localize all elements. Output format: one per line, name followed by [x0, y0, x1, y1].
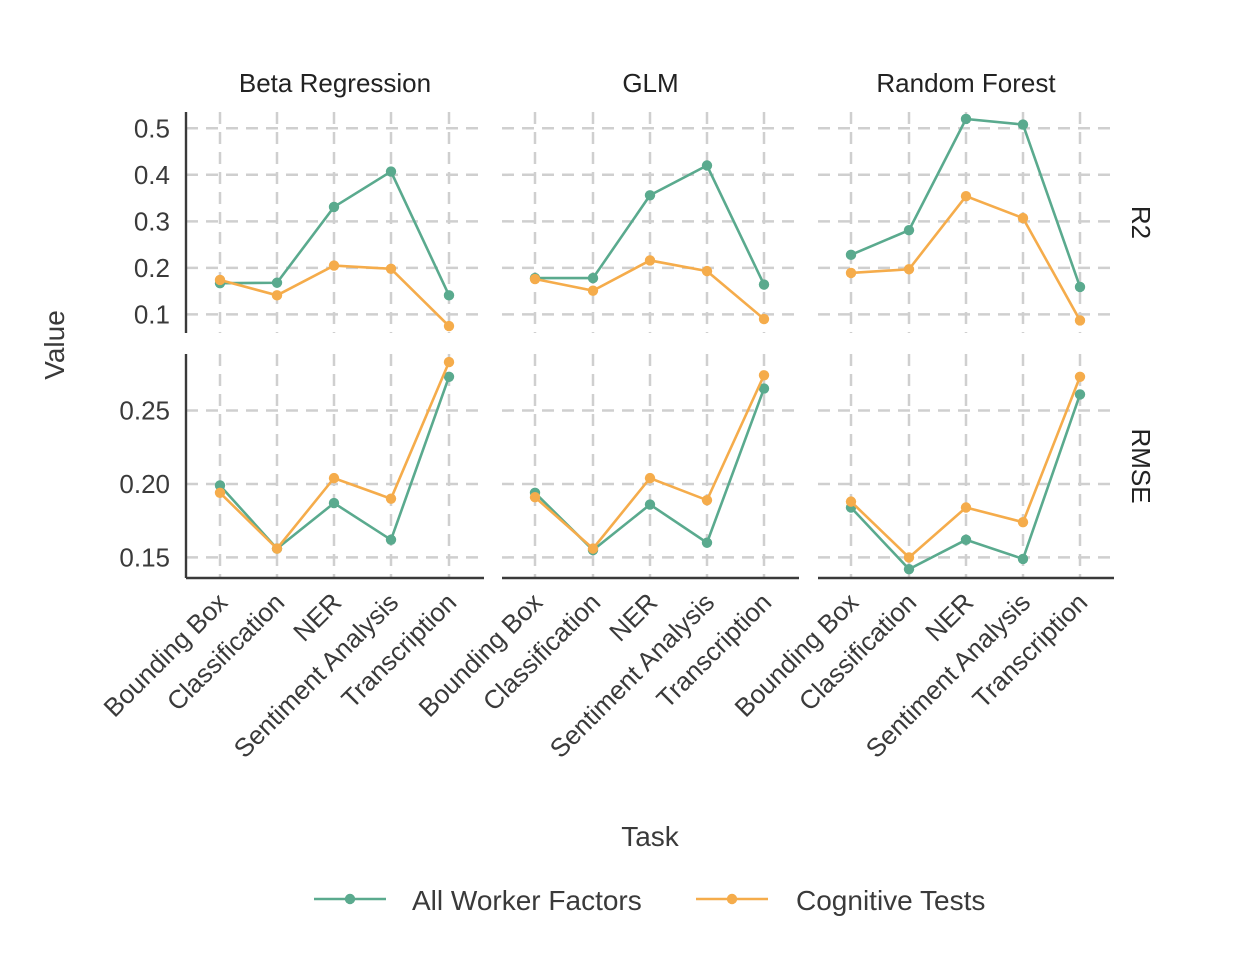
point-glm-rmse-all-worker-factors-sentiment-analysis [701, 537, 713, 548]
legend-label-cognitive-tests: Cognitive Tests [796, 885, 985, 916]
point-glm-rmse-all-worker-factors-ner [644, 499, 656, 510]
y-tick-label-r2-0: 0.1 [134, 299, 170, 329]
point-beta-regression-rmse-all-worker-factors-sentiment-analysis [385, 534, 397, 546]
point-glm-rmse-all-worker-factors-transcription [758, 383, 770, 394]
point-glm-r2-all-worker-factors-sentiment-analysis [701, 160, 713, 171]
point-beta-regression-rmse-cognitive-tests-classification [271, 543, 283, 554]
point-random-forest-r2-all-worker-factors-bounding-box [845, 249, 857, 261]
point-beta-regression-rmse-all-worker-factors-transcription [443, 371, 455, 382]
x-axis-title: Task [621, 821, 680, 852]
point-beta-regression-rmse-all-worker-factors-ner [328, 497, 340, 509]
point-random-forest-rmse-cognitive-tests-sentiment-analysis [1017, 516, 1029, 528]
point-glm-r2-cognitive-tests-sentiment-analysis [701, 265, 713, 277]
point-beta-regression-r2-all-worker-factors-ner [328, 201, 340, 213]
strip-title-glm: GLM [622, 68, 678, 98]
point-beta-regression-r2-cognitive-tests-bounding-box [214, 274, 226, 286]
point-random-forest-r2-all-worker-factors-transcription [1074, 281, 1086, 293]
point-random-forest-rmse-cognitive-tests-bounding-box [845, 496, 857, 507]
point-glm-r2-cognitive-tests-transcription [758, 313, 770, 325]
legend: All Worker Factors Cognitive Tests [314, 885, 985, 916]
point-glm-r2-all-worker-factors-transcription [758, 279, 770, 290]
point-random-forest-r2-cognitive-tests-transcription [1074, 315, 1086, 326]
point-beta-regression-r2-cognitive-tests-transcription [443, 320, 455, 332]
point-glm-r2-cognitive-tests-ner [644, 255, 656, 266]
point-beta-regression-r2-all-worker-factors-classification [271, 277, 283, 288]
strip-label-rmse: RMSE [1126, 428, 1156, 503]
point-glm-r2-all-worker-factors-ner [644, 190, 656, 201]
point-random-forest-rmse-all-worker-factors-ner [960, 534, 972, 546]
point-glm-rmse-cognitive-tests-transcription [758, 370, 770, 381]
strip-title-random-forest: Random Forest [876, 68, 1056, 98]
point-beta-regression-r2-cognitive-tests-classification [271, 290, 283, 301]
legend-label-all-worker-factors: All Worker Factors [412, 885, 642, 916]
y-tick-label-r2-4: 0.5 [134, 113, 170, 143]
point-beta-regression-rmse-cognitive-tests-transcription [443, 356, 455, 368]
y-tick-label-r2-3: 0.4 [134, 160, 170, 190]
y-tick-label-r2-1: 0.2 [134, 253, 170, 283]
point-random-forest-r2-cognitive-tests-ner [960, 191, 972, 202]
series-line-glm-r2-cognitive-tests [534, 259, 765, 321]
axis-layer [184, 112, 1114, 580]
y-tick-label-r2-2: 0.3 [134, 206, 170, 236]
legend-item-all-worker-factors: All Worker Factors [314, 885, 642, 916]
point-beta-regression-rmse-cognitive-tests-bounding-box [214, 487, 226, 499]
point-random-forest-rmse-all-worker-factors-classification [903, 563, 915, 575]
point-beta-regression-r2-all-worker-factors-transcription [443, 290, 455, 301]
point-beta-regression-r2-all-worker-factors-sentiment-analysis [385, 166, 397, 177]
point-glm-rmse-cognitive-tests-classification [587, 543, 599, 554]
point-random-forest-rmse-cognitive-tests-classification [903, 552, 915, 563]
y-axis-title: Value [39, 310, 70, 380]
point-beta-regression-r2-cognitive-tests-sentiment-analysis [385, 263, 397, 274]
point-random-forest-rmse-all-worker-factors-sentiment-analysis [1017, 553, 1029, 565]
point-beta-regression-r2-cognitive-tests-ner [328, 260, 340, 271]
point-beta-regression-rmse-all-worker-factors-bounding-box [214, 480, 226, 491]
y-tick-label-rmse-1: 0.20 [119, 469, 170, 499]
point-glm-r2-all-worker-factors-classification [587, 272, 599, 284]
point-glm-r2-cognitive-tests-classification [587, 285, 599, 296]
point-glm-r2-cognitive-tests-bounding-box [529, 273, 541, 285]
point-glm-rmse-cognitive-tests-bounding-box [529, 492, 541, 503]
point-glm-rmse-cognitive-tests-ner [644, 472, 656, 484]
label-layer: Beta Regression GLM Random Forest R2 RMSE 0.1… [98, 68, 1156, 764]
point-random-forest-rmse-cognitive-tests-transcription [1074, 371, 1086, 382]
point-random-forest-r2-cognitive-tests-classification [903, 264, 915, 275]
point-beta-regression-rmse-cognitive-tests-ner [328, 472, 340, 484]
strip-title-beta-regression: Beta Regression [239, 68, 431, 98]
strip-label-r2: R2 [1126, 206, 1156, 239]
point-glm-rmse-cognitive-tests-sentiment-analysis [701, 494, 713, 506]
y-tick-label-rmse-2: 0.25 [119, 396, 170, 426]
point-beta-regression-rmse-cognitive-tests-sentiment-analysis [385, 493, 397, 504]
point-random-forest-rmse-all-worker-factors-transcription [1074, 389, 1086, 400]
point-random-forest-r2-all-worker-factors-classification [903, 224, 915, 236]
point-random-forest-r2-cognitive-tests-sentiment-analysis [1017, 212, 1029, 224]
series-layer [214, 113, 1086, 575]
legend-marker-all-worker-factors [344, 893, 356, 905]
legend-marker-cognitive-tests [726, 893, 738, 905]
legend-item-cognitive-tests: Cognitive Tests [696, 885, 985, 916]
y-tick-label-rmse-0: 0.15 [119, 542, 170, 572]
point-random-forest-r2-cognitive-tests-bounding-box [845, 267, 857, 279]
point-random-forest-r2-all-worker-factors-sentiment-analysis [1017, 119, 1029, 130]
grid-layer [186, 112, 1114, 578]
point-random-forest-rmse-cognitive-tests-ner [960, 502, 972, 513]
point-random-forest-r2-all-worker-factors-ner [960, 113, 972, 125]
